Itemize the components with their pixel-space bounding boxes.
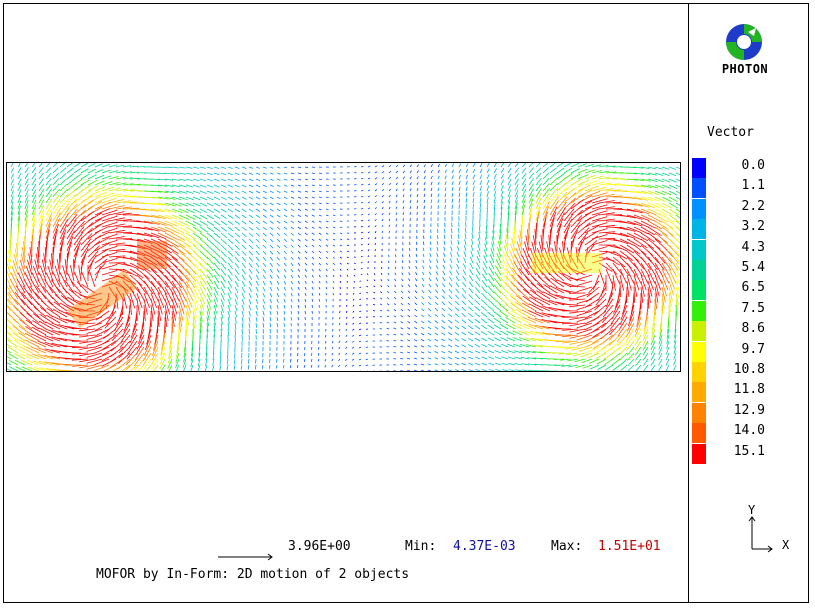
legend-swatch xyxy=(692,423,706,444)
legend-entry: 3.2 xyxy=(692,219,807,240)
legend-swatch xyxy=(692,362,706,382)
min-label: Min: xyxy=(405,539,437,554)
legend-entry: 12.9 xyxy=(692,402,807,424)
photon-logo-icon xyxy=(724,22,764,62)
legend-entry: 14.0 xyxy=(692,423,807,444)
legend-entry: 0.0 xyxy=(692,158,807,179)
legend-entry: 11.8 xyxy=(692,382,807,403)
legend-title: Vector xyxy=(707,125,754,140)
legend-value: 7.5 xyxy=(741,300,765,316)
max-value: 1.51E+01 xyxy=(598,539,661,554)
vector-field-domain xyxy=(6,162,681,372)
legend-value: 1.1 xyxy=(741,178,765,194)
legend-entry: 1.1 xyxy=(692,178,807,199)
legend-value: 5.4 xyxy=(741,260,765,275)
y-axis-label: Y xyxy=(748,505,756,517)
min-value: 4.37E-03 xyxy=(453,539,516,554)
legend-swatch xyxy=(692,402,706,423)
legend-value: 0.0 xyxy=(741,158,765,173)
legend-value: 2.2 xyxy=(741,198,765,214)
legend-swatch xyxy=(692,382,706,403)
axis-indicator: Y X xyxy=(742,503,802,555)
legend-value: 6.5 xyxy=(741,280,765,296)
reference-vector-value: 3.96E+00 xyxy=(288,539,351,554)
legend-value: 8.6 xyxy=(741,321,765,337)
max-label: Max: xyxy=(551,539,583,554)
legend-entry: 9.7 xyxy=(692,341,807,363)
legend-entry: 15.1 xyxy=(692,443,807,465)
legend-swatch xyxy=(692,341,706,362)
legend-entry: 10.8 xyxy=(692,362,807,383)
legend-value: 3.2 xyxy=(741,219,765,235)
legend-entry: 4.3 xyxy=(692,239,807,261)
legend-value: 11.8 xyxy=(733,382,765,398)
legend-value: 15.1 xyxy=(733,443,765,459)
legend-value: 12.9 xyxy=(733,402,765,418)
legend-swatch xyxy=(692,239,706,260)
vector-field-plot xyxy=(7,163,680,371)
legend-value: 9.7 xyxy=(741,341,765,357)
legend-entry: 6.5 xyxy=(692,280,807,301)
legend-entry: 2.2 xyxy=(692,198,807,220)
legend-swatch xyxy=(692,443,706,464)
legend-swatch xyxy=(692,260,706,280)
x-axis-label: X xyxy=(782,538,790,552)
legend-entry: 5.4 xyxy=(692,260,807,281)
legend-swatch xyxy=(692,158,706,178)
reference-arrow-icon xyxy=(218,546,278,565)
legend-swatch xyxy=(692,280,706,301)
plot-caption: MOFOR by In-Form: 2D motion of 2 objects xyxy=(96,567,410,582)
legend-entry: 7.5 xyxy=(692,300,807,322)
legend-swatch xyxy=(692,300,706,321)
legend-swatch xyxy=(692,198,706,219)
legend-entry: 8.6 xyxy=(692,321,807,342)
legend-value: 10.8 xyxy=(733,362,765,377)
panel-divider xyxy=(688,3,689,603)
legend-swatch xyxy=(692,219,706,240)
legend-swatch xyxy=(692,178,706,199)
legend-value: 14.0 xyxy=(733,423,765,439)
legend-value: 4.3 xyxy=(741,239,765,255)
legend-swatch xyxy=(692,321,706,342)
logo-text: PHOTON xyxy=(721,62,769,76)
